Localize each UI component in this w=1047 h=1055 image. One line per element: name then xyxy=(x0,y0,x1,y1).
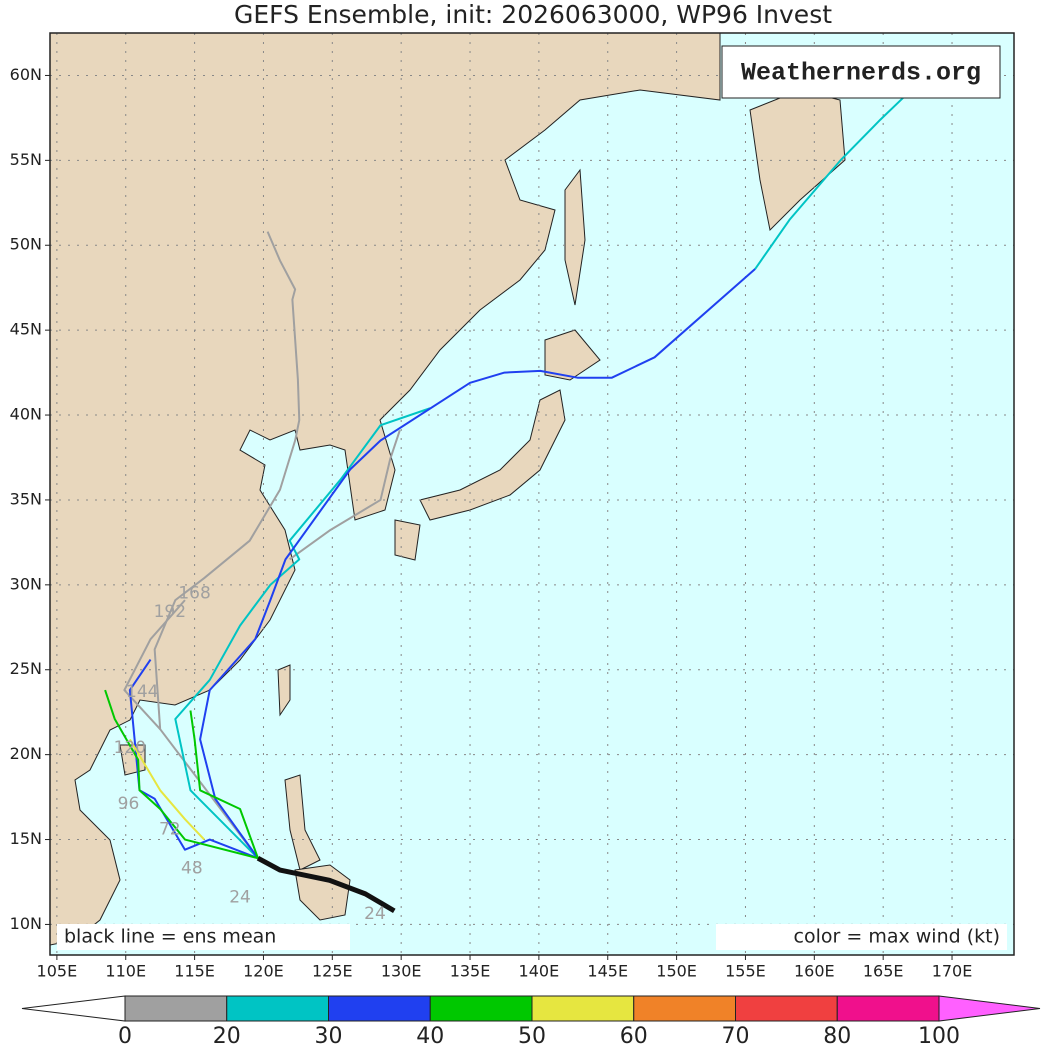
member-track xyxy=(123,599,186,730)
x-tick-label: 165E xyxy=(863,962,904,981)
hour-label: 144 xyxy=(126,682,158,702)
x-tick-label: 110E xyxy=(105,962,146,981)
legend-box xyxy=(716,924,1007,950)
kyushu xyxy=(394,519,421,561)
y-tick-label: 45N xyxy=(10,320,42,339)
x-tick-label: 170E xyxy=(932,962,973,981)
x-tick-label: 150E xyxy=(656,962,697,981)
y-tick-label: 35N xyxy=(10,489,42,508)
taiwan xyxy=(277,664,291,717)
y-tick-label: 55N xyxy=(10,150,42,169)
x-tick-label: 145E xyxy=(587,962,628,981)
honshu xyxy=(419,389,566,521)
x-tick-label: 155E xyxy=(725,962,766,981)
colorbar-label: 100 xyxy=(918,1024,960,1049)
y-tick-label: 20N xyxy=(10,744,42,763)
hour-label: 120 xyxy=(114,738,146,758)
hour-label: 72 xyxy=(159,819,181,839)
visayas xyxy=(294,864,351,921)
color-bin xyxy=(531,995,635,1022)
colorbar-label: 30 xyxy=(315,1024,343,1049)
member-track xyxy=(153,231,301,859)
watermark: Weathernerds.org xyxy=(741,59,981,88)
member-track xyxy=(174,407,431,859)
x-tick-label: 160E xyxy=(794,962,835,981)
colorbar-label: 0 xyxy=(118,1024,132,1049)
watermark-box xyxy=(721,45,1001,99)
under-arrow xyxy=(21,995,126,1022)
luzon xyxy=(284,774,321,871)
member-track xyxy=(189,710,259,859)
x-tick-label: 135E xyxy=(450,962,491,981)
colorbar-label: 40 xyxy=(416,1024,444,1049)
color-bin xyxy=(328,995,431,1022)
legend-mean: black line = ens mean xyxy=(64,926,276,948)
y-tick-label: 60N xyxy=(10,65,42,84)
color-bin xyxy=(429,995,533,1022)
member-track xyxy=(754,95,906,270)
colorbar-label: 70 xyxy=(722,1024,750,1049)
color-bin xyxy=(836,995,940,1022)
member-track xyxy=(104,689,259,860)
colorbar: 0 20 30 40 50 60 70 80 100 xyxy=(21,995,1041,1049)
y-tick-label: 50N xyxy=(10,235,42,254)
colorbar-label: 60 xyxy=(620,1024,648,1049)
sakhalin xyxy=(564,168,586,306)
legend-color: color = max wind (kt) xyxy=(794,926,1000,948)
color-bin xyxy=(633,995,736,1022)
y-tick-label: 30N xyxy=(10,574,42,593)
y-tick-label: 40N xyxy=(10,405,42,424)
color-bin xyxy=(124,995,228,1022)
hour-label: 192 xyxy=(154,602,186,622)
colorbar-label: 80 xyxy=(823,1024,851,1049)
title: GEFS Ensemble, init: 2026063000, WP96 In… xyxy=(234,0,832,29)
x-tick-label: 115E xyxy=(174,962,215,981)
member-track xyxy=(129,738,205,841)
hour-label: 24 xyxy=(364,904,386,924)
hour-label: 48 xyxy=(181,858,203,878)
legend-box xyxy=(57,924,350,950)
hokkaido xyxy=(544,329,601,381)
x-tick-label: 130E xyxy=(381,962,422,981)
hour-label: 96 xyxy=(118,794,140,814)
color-bin xyxy=(226,995,329,1022)
member-track xyxy=(289,430,401,561)
mainland xyxy=(50,33,721,946)
color-bin xyxy=(735,995,838,1022)
colorbar-label: 50 xyxy=(518,1024,546,1049)
member-track xyxy=(128,658,259,860)
hour-label: 168 xyxy=(178,583,210,603)
x-tick-label: 140E xyxy=(519,962,560,981)
member-track xyxy=(199,268,756,859)
x-tick-label: 105E xyxy=(37,962,78,981)
hour-label: 24 xyxy=(229,887,251,907)
land xyxy=(50,33,846,946)
frame xyxy=(49,32,1015,956)
over-arrow xyxy=(938,995,1041,1022)
mean-track xyxy=(256,856,396,914)
x-tick-label: 120E xyxy=(243,962,284,981)
y-tick-label: 25N xyxy=(10,659,42,678)
y-tick-label: 15N xyxy=(10,829,42,848)
colorbar-label: 20 xyxy=(213,1024,241,1049)
x-tick-label: 125E xyxy=(312,962,353,981)
y-tick-label: 10N xyxy=(10,914,42,933)
